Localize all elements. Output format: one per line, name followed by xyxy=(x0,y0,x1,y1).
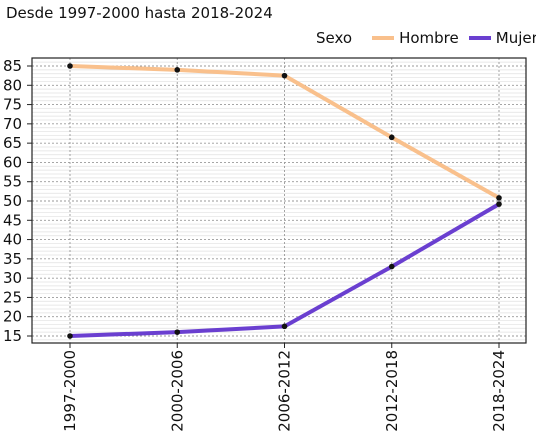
legend-swatch-hombre xyxy=(372,36,395,40)
y-tick-label: 35 xyxy=(3,250,22,268)
data-point-mujer xyxy=(496,201,502,207)
data-point-hombre xyxy=(388,134,395,141)
legend-label-mujer: Mujer xyxy=(495,29,536,47)
chart-title: Desde 1997-2000 hasta 2018-2024 xyxy=(6,4,273,22)
legend-swatch-mujer xyxy=(468,36,491,40)
data-point-mujer xyxy=(281,323,288,330)
y-tick-label: 55 xyxy=(3,173,22,191)
data-point-hombre xyxy=(281,72,288,79)
data-point-hombre xyxy=(496,195,502,201)
y-tick-label: 80 xyxy=(3,76,22,94)
legend-item-mujer: Mujer xyxy=(468,29,536,47)
data-point-mujer xyxy=(67,333,73,339)
data-point-mujer xyxy=(388,263,395,270)
x-tick-label: 2012-2018 xyxy=(383,350,401,432)
y-tick-label: 30 xyxy=(3,269,22,287)
legend-item-hombre: Hombre xyxy=(372,29,459,47)
y-tick-label: 40 xyxy=(3,231,22,249)
y-tick-label: 75 xyxy=(3,96,22,114)
y-tick-label: 60 xyxy=(3,153,22,171)
y-tick-label: 65 xyxy=(3,134,22,152)
y-tick-label: 45 xyxy=(3,211,22,229)
plot-background xyxy=(32,58,526,343)
x-tick-label: 1997-2000 xyxy=(61,350,79,432)
data-point-hombre xyxy=(174,67,181,73)
x-tick-label: 2006-2012 xyxy=(276,350,294,432)
legend: Sexo Hombre Mujer xyxy=(316,27,536,49)
y-tick-label: 70 xyxy=(3,115,22,133)
legend-title: Sexo xyxy=(316,29,353,47)
y-tick-label: 20 xyxy=(3,308,22,326)
y-tick-label: 25 xyxy=(3,288,22,306)
y-tick-label: 85 xyxy=(3,57,22,75)
x-tick-label: 2018-2024 xyxy=(490,350,508,432)
legend-label-hombre: Hombre xyxy=(399,29,459,47)
y-tick-label: 15 xyxy=(3,327,22,345)
y-tick-label: 50 xyxy=(3,192,22,210)
x-tick-label: 2000-2006 xyxy=(168,350,186,432)
data-point-mujer xyxy=(174,329,181,335)
data-point-hombre xyxy=(67,63,73,69)
